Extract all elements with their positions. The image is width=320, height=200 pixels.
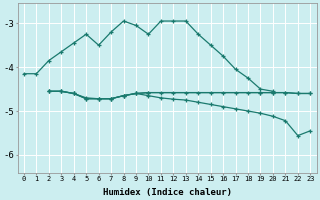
X-axis label: Humidex (Indice chaleur): Humidex (Indice chaleur) [103,188,232,197]
